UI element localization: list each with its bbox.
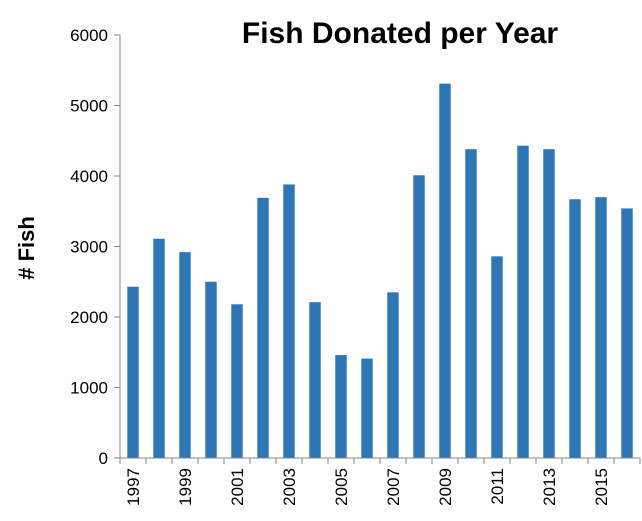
y-tick-label: 4000 xyxy=(70,167,108,186)
bar-2009 xyxy=(439,83,451,459)
bar-2003 xyxy=(283,184,295,458)
bar-2015 xyxy=(595,197,607,458)
x-tick-label: 2013 xyxy=(540,468,559,506)
bar-2007 xyxy=(387,292,399,458)
bar-2010 xyxy=(465,149,477,458)
y-tick-label: 6000 xyxy=(70,26,108,45)
x-tick-label: 2001 xyxy=(228,468,247,506)
bar-2011 xyxy=(491,256,503,458)
y-tick-label: 3000 xyxy=(70,238,108,257)
bar-1998 xyxy=(153,238,165,458)
bar-2001 xyxy=(231,304,243,458)
y-axis-ticks: 0 1000 2000 3000 4000 5000 6000 xyxy=(70,26,120,468)
bar-2002 xyxy=(257,197,269,459)
bar-2008 xyxy=(413,175,425,459)
x-tick-label: 2007 xyxy=(384,468,403,506)
x-tick-label: 2003 xyxy=(280,468,299,506)
x-tick-label: 2009 xyxy=(436,468,455,506)
bar-2000 xyxy=(205,281,217,458)
y-tick-label: 5000 xyxy=(70,97,108,116)
bar-2005 xyxy=(335,355,347,458)
bars xyxy=(127,83,633,459)
bar-2014 xyxy=(569,199,581,458)
bar-1997 xyxy=(127,286,139,458)
x-axis-ticks: 1997 1999 2001 2003 2005 2007 2009 2011 2013 2015 xyxy=(119,458,641,506)
bar-2006 xyxy=(361,358,373,458)
bar-2016 xyxy=(621,208,633,458)
y-tick-label: 0 xyxy=(99,449,108,468)
x-tick-label: 1999 xyxy=(176,468,195,506)
x-tick-label: 2005 xyxy=(332,468,351,506)
y-tick-label: 1000 xyxy=(70,379,108,398)
y-axis-label: # Fish xyxy=(14,216,39,280)
bar-1999 xyxy=(179,252,191,458)
bar-2013 xyxy=(543,149,555,458)
x-tick-label: 2011 xyxy=(488,468,507,505)
bar-2012 xyxy=(517,145,529,458)
x-tick-label: 2015 xyxy=(592,468,611,506)
bar-2004 xyxy=(309,302,321,458)
y-tick-label: 2000 xyxy=(70,308,108,327)
chart-title: Fish Donated per Year xyxy=(242,17,559,50)
x-tick-label: 1997 xyxy=(124,468,143,506)
